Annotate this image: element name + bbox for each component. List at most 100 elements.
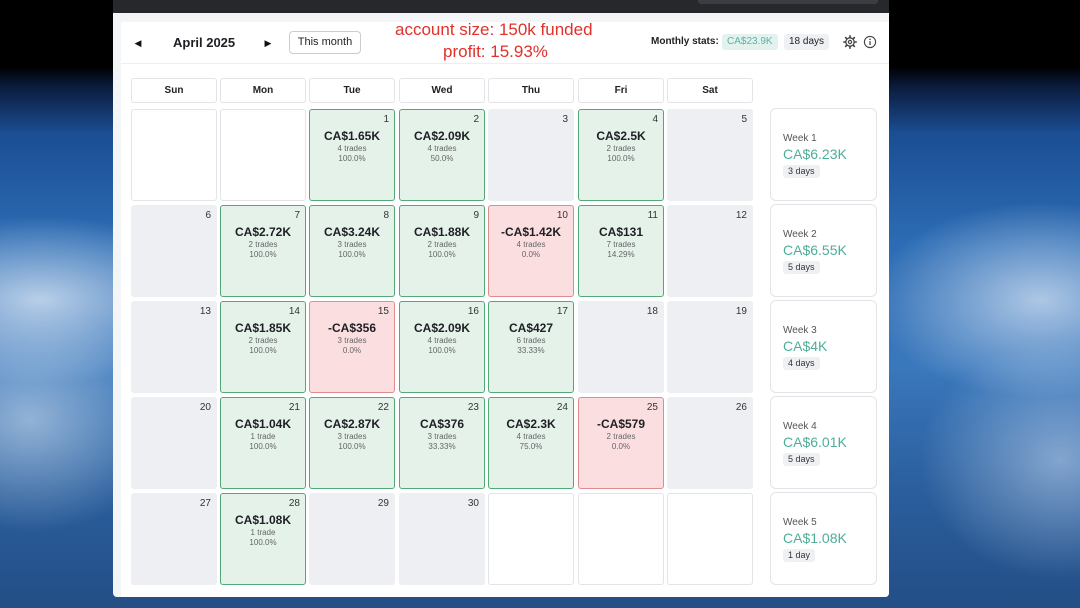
day-cell[interactable]: 4 CA$2.5K 2 trades 100.0% (578, 109, 664, 201)
day-cell[interactable]: 1 CA$1.65K 4 trades 100.0% (309, 109, 395, 201)
day-cell[interactable]: 8 CA$3.24K 3 trades 100.0% (309, 205, 395, 297)
day-cell[interactable]: 27 (131, 493, 217, 585)
day-number: 10 (556, 210, 568, 221)
info-icon[interactable] (863, 35, 877, 49)
day-cell[interactable]: 7 CA$2.72K 2 trades 100.0% (220, 205, 306, 297)
day-number: 19 (735, 306, 747, 317)
day-pnl: CA$1.85K (234, 321, 292, 335)
day-win-rate: 50.0% (430, 154, 454, 163)
address-pill (698, 0, 878, 4)
day-cell[interactable]: 5 (667, 109, 753, 201)
week-amount: CA$6.01K (783, 434, 847, 450)
monthly-stats-label: Monthly stats: (651, 36, 719, 47)
day-cell[interactable]: 25 -CA$579 2 trades 0.0% (578, 397, 664, 489)
day-trade-count: 4 trades (427, 144, 457, 153)
overlay-account-size: account size: 150k funded (395, 20, 593, 39)
day-number: 21 (288, 402, 300, 413)
day-trade-count: 4 trades (337, 144, 367, 153)
monthly-stats-amount-badge: CA$23.9K (722, 34, 778, 50)
day-cell[interactable]: 20 (131, 397, 217, 489)
day-pnl: CA$1.04K (234, 417, 292, 431)
day-trade-count: 2 trades (606, 144, 636, 153)
day-number: 16 (467, 306, 479, 317)
day-win-rate: 0.0% (342, 346, 362, 355)
day-number: 20 (199, 402, 211, 413)
week-summary-card[interactable]: Week 4 CA$6.01K 5 days (770, 396, 877, 489)
day-number: 11 (647, 210, 658, 221)
day-cell[interactable]: 15 -CA$356 3 trades 0.0% (309, 301, 395, 393)
calendar-header: ◀ April 2025 ▶ This month account size: … (121, 20, 889, 64)
day-pnl: CA$2.09K (413, 321, 471, 335)
day-pnl: CA$376 (419, 417, 465, 431)
day-cell[interactable]: 18 (578, 301, 664, 393)
day-pnl: CA$1.88K (413, 225, 471, 239)
day-trade-count: 1 trade (250, 432, 276, 441)
day-pnl: CA$427 (508, 321, 554, 335)
day-cell[interactable]: 6 (131, 205, 217, 297)
day-cell[interactable]: 23 CA$376 3 trades 33.33% (399, 397, 485, 489)
day-trade-count: 2 trades (427, 240, 457, 249)
day-cell[interactable]: 16 CA$2.09K 4 trades 100.0% (399, 301, 485, 393)
day-number: 25 (646, 402, 658, 413)
gear-icon[interactable] (843, 35, 857, 49)
day-pnl: -CA$356 (327, 321, 377, 335)
this-month-button[interactable]: This month (289, 31, 361, 54)
day-cell[interactable]: 22 CA$2.87K 3 trades 100.0% (309, 397, 395, 489)
day-number: 6 (205, 210, 211, 221)
day-number: 26 (735, 402, 747, 413)
day-number: 17 (556, 306, 568, 317)
day-win-rate: 100.0% (249, 346, 277, 355)
next-month-button[interactable]: ▶ (259, 34, 277, 52)
day-cell[interactable]: 19 (667, 301, 753, 393)
day-number: 4 (652, 114, 658, 125)
day-pnl: CA$2.72K (234, 225, 292, 239)
day-cell[interactable]: 13 (131, 301, 217, 393)
week-summary-card[interactable]: Week 2 CA$6.55K 5 days (770, 204, 877, 297)
day-number: 28 (288, 498, 300, 509)
week-summary-card[interactable]: Week 5 CA$1.08K 1 day (770, 492, 877, 585)
day-number: 15 (377, 306, 389, 317)
day-win-rate: 0.0% (521, 250, 541, 259)
day-win-rate: 100.0% (249, 538, 277, 547)
day-cell[interactable]: 14 CA$1.85K 2 trades 100.0% (220, 301, 306, 393)
day-cell[interactable]: 28 CA$1.08K 1 trade 100.0% (220, 493, 306, 585)
day-pnl: CA$131 (598, 225, 644, 239)
day-trade-count: 3 trades (337, 240, 367, 249)
day-cell[interactable]: 9 CA$1.88K 2 trades 100.0% (399, 205, 485, 297)
day-cell[interactable]: 21 CA$1.04K 1 trade 100.0% (220, 397, 306, 489)
week-amount: CA$4K (783, 338, 828, 354)
day-cell[interactable]: 24 CA$2.3K 4 trades 75.0% (488, 397, 574, 489)
day-cell[interactable]: 11 CA$131 7 trades 14.29% (578, 205, 664, 297)
week-summary-card[interactable]: Week 1 CA$6.23K 3 days (770, 108, 877, 201)
day-cell[interactable]: 3 (488, 109, 574, 201)
day-trade-count: 4 trades (516, 240, 546, 249)
week-summary-card[interactable]: Week 3 CA$4K 4 days (770, 300, 877, 393)
day-cell (220, 109, 306, 201)
day-win-rate: 75.0% (519, 442, 543, 451)
day-cell[interactable]: 2 CA$2.09K 4 trades 50.0% (399, 109, 485, 201)
day-cell (578, 493, 664, 585)
day-pnl: -CA$1.42K (500, 225, 562, 239)
week-amount: CA$6.23K (783, 146, 847, 162)
day-cell[interactable]: 10 -CA$1.42K 4 trades 0.0% (488, 205, 574, 297)
weekday-header-wed: Wed (399, 78, 485, 103)
day-win-rate: 33.33% (517, 346, 545, 355)
day-cell[interactable]: 17 CA$427 6 trades 33.33% (488, 301, 574, 393)
day-number: 18 (646, 306, 658, 317)
day-cell[interactable]: 29 (309, 493, 395, 585)
day-number: 9 (473, 210, 479, 221)
day-trade-count: 2 trades (248, 240, 278, 249)
day-win-rate: 14.29% (607, 250, 635, 259)
day-number: 27 (199, 498, 211, 509)
day-number: 29 (377, 498, 389, 509)
weekday-header-thu: Thu (488, 78, 574, 103)
prev-month-button[interactable]: ◀ (129, 34, 147, 52)
day-trade-count: 1 trade (250, 528, 276, 537)
day-win-rate: 100.0% (249, 250, 277, 259)
day-cell[interactable]: 26 (667, 397, 753, 489)
day-win-rate: 100.0% (428, 250, 456, 259)
day-cell[interactable]: 30 (399, 493, 485, 585)
day-number: 7 (294, 210, 300, 221)
day-number: 30 (467, 498, 479, 509)
day-cell[interactable]: 12 (667, 205, 753, 297)
